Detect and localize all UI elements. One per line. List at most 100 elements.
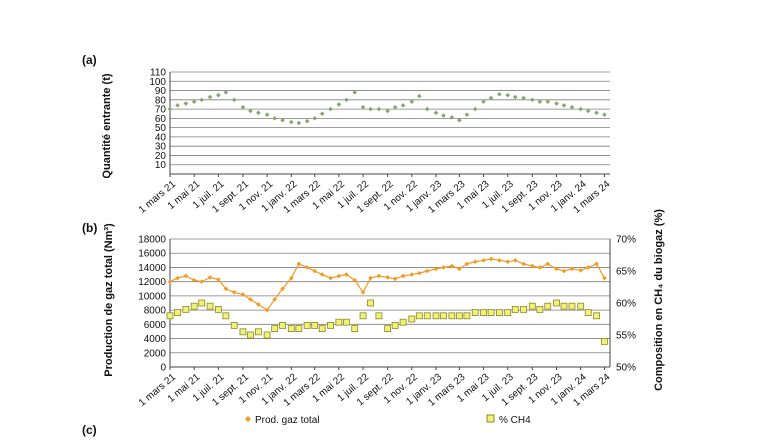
ch4-point bbox=[254, 328, 262, 336]
intake-point bbox=[530, 97, 535, 103]
intake-point bbox=[207, 94, 213, 100]
ch4-point bbox=[367, 299, 374, 307]
ch4-point bbox=[408, 315, 416, 323]
intake-y-tick-label: 100 bbox=[149, 77, 166, 88]
intake-point bbox=[183, 101, 189, 106]
ch4-point bbox=[593, 312, 600, 320]
gas-point bbox=[449, 263, 455, 269]
panel-label-b: (b) bbox=[82, 221, 97, 235]
gas-y-tick-label: 10000 bbox=[138, 291, 166, 302]
intake-y-tick-label: 110 bbox=[150, 68, 166, 79]
intake-point bbox=[319, 111, 325, 117]
intake-point bbox=[545, 99, 551, 104]
intake-point bbox=[602, 112, 607, 117]
ch4-point bbox=[448, 312, 456, 320]
ch4-point bbox=[560, 302, 568, 310]
intake-point bbox=[344, 97, 349, 103]
ch4-point bbox=[423, 312, 431, 320]
gas-point bbox=[223, 286, 229, 292]
gas-point bbox=[441, 265, 446, 270]
intake-point bbox=[288, 119, 294, 125]
legend: Prod. gaz total % CH4 bbox=[245, 414, 531, 426]
intake-point bbox=[304, 118, 310, 124]
intake-point bbox=[488, 95, 494, 101]
gas-point bbox=[296, 261, 302, 267]
ch4-point bbox=[335, 318, 343, 326]
ch4-point bbox=[190, 302, 198, 310]
intake-point bbox=[585, 108, 591, 114]
gas-point bbox=[602, 275, 607, 281]
gas-point bbox=[505, 259, 511, 265]
intake-point bbox=[409, 99, 415, 104]
ch4-point bbox=[271, 325, 279, 333]
ch4-point bbox=[311, 321, 319, 329]
ch4-point bbox=[303, 321, 311, 329]
intake-point bbox=[231, 97, 237, 103]
intake-point bbox=[376, 106, 382, 112]
ch4-point bbox=[496, 309, 503, 317]
ch4-point bbox=[263, 331, 271, 339]
gas-y-tick-label: 2000 bbox=[144, 348, 167, 359]
gas-point bbox=[175, 275, 180, 281]
gas-point bbox=[288, 275, 294, 281]
ch4-point bbox=[480, 309, 487, 317]
intake-point bbox=[481, 99, 486, 104]
intake-point bbox=[256, 110, 261, 116]
gas-point bbox=[409, 272, 415, 277]
intake-point bbox=[417, 93, 422, 99]
gas-point bbox=[312, 268, 317, 274]
ch4-point bbox=[247, 331, 254, 339]
gas-y-tick-label: 12000 bbox=[138, 277, 166, 288]
intake-point bbox=[512, 94, 518, 100]
intake-point bbox=[449, 115, 455, 120]
gas-x-ticks: 1 mars 211 mai 211 juil. 211 sept. 211 n… bbox=[137, 367, 613, 409]
intake-point bbox=[312, 116, 317, 121]
gas-point bbox=[472, 259, 478, 265]
intake-point bbox=[554, 101, 559, 106]
intake-point bbox=[578, 106, 583, 112]
intake-point bbox=[561, 103, 567, 108]
ch4-point bbox=[359, 312, 367, 320]
ch4-point bbox=[174, 309, 181, 317]
ch4-point bbox=[279, 321, 286, 329]
gas-point bbox=[578, 267, 583, 273]
gas-point bbox=[481, 258, 486, 263]
gas-point bbox=[457, 266, 462, 272]
intake-y-tick-label: 70 bbox=[155, 105, 167, 116]
ch4-point bbox=[504, 309, 512, 317]
ch4-point bbox=[342, 318, 350, 326]
ch4-point bbox=[601, 337, 608, 345]
gas-point bbox=[368, 275, 373, 281]
gas-point bbox=[521, 261, 526, 267]
gas-point bbox=[248, 297, 253, 302]
intake-y-tick-label: 50 bbox=[155, 123, 167, 134]
intake-point bbox=[537, 99, 543, 104]
intake-point bbox=[472, 106, 478, 112]
gas-point bbox=[280, 286, 285, 292]
gas-point bbox=[376, 273, 382, 279]
ch4-point bbox=[287, 325, 295, 333]
ch4-point bbox=[198, 299, 206, 307]
gas-point bbox=[216, 277, 221, 282]
gas-point bbox=[264, 307, 270, 313]
gas-point bbox=[512, 258, 518, 263]
ch4-point bbox=[544, 302, 552, 310]
gas-point bbox=[344, 272, 349, 277]
gas-point bbox=[497, 258, 502, 263]
ch4-point bbox=[463, 312, 471, 320]
intake-point bbox=[569, 104, 575, 110]
ch4-point bbox=[487, 309, 495, 317]
intake-y-axis-title: Quantité entrante (t) bbox=[101, 73, 113, 178]
ch4-y-ticks: 50% 55% 60% 65% 70% bbox=[616, 235, 636, 374]
ch4-y-axis-title: Composition en CH₄ du biogaz (%) bbox=[653, 209, 665, 391]
intake-point bbox=[272, 116, 277, 121]
intake-y-tick-label: 40 bbox=[155, 132, 167, 143]
gas-y-tick-label: 4000 bbox=[144, 334, 167, 345]
ch4-point bbox=[375, 312, 383, 320]
gas-y-tick-label: 14000 bbox=[138, 263, 166, 274]
gas-point bbox=[392, 276, 398, 282]
ch4-y-tick-label: 65% bbox=[616, 267, 636, 278]
ch4-point bbox=[415, 312, 423, 320]
legend-ch4-label: % CH4 bbox=[499, 415, 531, 426]
